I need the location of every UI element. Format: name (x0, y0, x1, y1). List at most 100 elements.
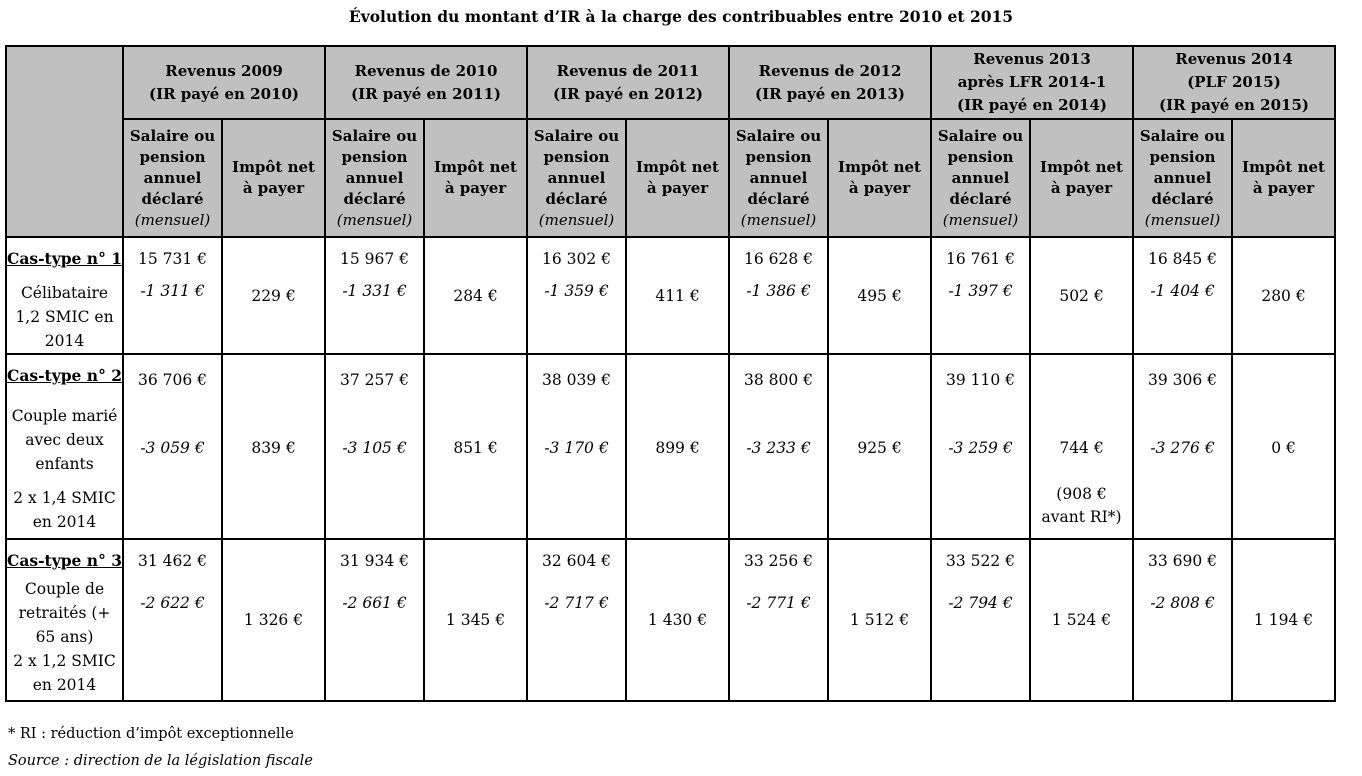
group-header-line: (IR payé en 2010) (149, 84, 300, 103)
net-tax: 502 € (1059, 286, 1104, 305)
net-tax: 1 345 € (445, 611, 506, 629)
net-tax: 1 512 € (849, 611, 910, 629)
group-header-line: (IR payé en 2012) (553, 84, 704, 103)
annual-salary: 32 604 € (542, 552, 612, 570)
salary-column-header: Salaire ou pension annuel déclaré (mensu… (728, 118, 830, 238)
salary-header-label: Salaire ou pension annuel déclaré (129, 126, 216, 208)
salary-column-header: Salaire ou pension annuel déclaré (mensu… (526, 118, 628, 238)
case3-label-cell: Cas-type n° 3 Couple de retraités (+ 65 … (4, 538, 125, 702)
net-tax: 1 524 € (1051, 611, 1112, 629)
salary-header-note: (mensuel) (1144, 210, 1221, 229)
group-header-2012: Revenus de 2012 (IR payé en 2013) (728, 45, 933, 120)
footnote-ri: * RI : réduction d’impôt exceptionnelle (8, 726, 294, 742)
annual-salary: 39 110 € (946, 371, 1016, 389)
salary-column-header: Salaire ou pension annuel déclaré (mensu… (324, 118, 426, 238)
salary-cell: 31 934 € -2 661 € (324, 538, 426, 702)
salary-cell: 36 706 € -3 059 € (122, 353, 224, 540)
net-tax-cell: 851 € (423, 353, 529, 540)
annual-salary: 33 690 € (1148, 552, 1218, 570)
case-description: Couple marié avec deux enfants (11, 407, 118, 473)
annual-salary: 31 462 € (138, 552, 208, 570)
annual-salary: 37 257 € (340, 371, 410, 389)
annual-salary: 36 706 € (138, 371, 208, 389)
group-header-line: Revenus de 2011 (556, 61, 700, 80)
salary-header-label: Salaire ou pension annuel déclaré (735, 126, 822, 208)
case-description: 2 x 1,2 SMIC en 2014 (13, 652, 116, 694)
group-header-line: Revenus de 2012 (758, 61, 902, 80)
annual-salary: 33 256 € (744, 552, 814, 570)
monthly-salary: -2 661 € (342, 594, 407, 612)
salary-cell: 15 731 € -1 311 € (122, 236, 224, 355)
salary-column-header: Salaire ou pension annuel déclaré (mensu… (122, 118, 224, 238)
subheader-row: Salaire ou pension annuel déclaré (mensu… (6, 118, 1337, 238)
salary-cell: 33 690 € -2 808 € (1132, 538, 1234, 702)
monthly-salary: -3 170 € (544, 439, 609, 457)
tax-column-header: Impôt net à payer (625, 118, 731, 238)
tax-column-header: Impôt net à payer (1231, 118, 1337, 238)
net-tax-cell: 1 524 € (1029, 538, 1135, 702)
annual-salary: 39 306 € (1148, 371, 1218, 389)
salary-cell: 15 967 € -1 331 € (324, 236, 426, 355)
salary-header-label: Salaire ou pension annuel déclaré (331, 126, 418, 208)
case-title: Cas-type n° 3 (7, 551, 123, 570)
net-tax: 851 € (453, 439, 498, 457)
annual-salary: 31 934 € (340, 552, 410, 570)
salary-header-note: (mensuel) (942, 210, 1019, 229)
salary-column-header: Salaire ou pension annuel déclaré (mensu… (930, 118, 1032, 238)
net-tax-cell: 1 194 € (1231, 538, 1337, 702)
monthly-salary: -2 771 € (746, 594, 811, 612)
monthly-salary: -1 359 € (544, 282, 609, 300)
net-tax: 839 € (251, 439, 296, 457)
net-tax-cell: 1 326 € (221, 538, 327, 702)
group-header-line: (IR payé en 2014) (957, 96, 1108, 114)
salary-cell: 16 628 € -1 386 € (728, 236, 830, 355)
case2-label-cell: Cas-type n° 2 Couple marié avec deux enf… (4, 353, 125, 540)
net-tax-cell: 744 € (908 € avant RI*) (1029, 353, 1135, 540)
monthly-salary: -3 059 € (140, 439, 205, 457)
monthly-salary: -1 404 € (1150, 282, 1215, 300)
group-header-line: (IR payé en 2011) (351, 84, 502, 103)
net-tax-cell: 411 € (625, 236, 731, 355)
annual-salary: 15 731 € (138, 250, 208, 268)
table-row-case2: Cas-type n° 2 Couple marié avec deux enf… (4, 353, 1337, 540)
monthly-salary: -1 311 € (140, 282, 205, 300)
tax-column-header: Impôt net à payer (221, 118, 327, 238)
net-tax-cell: 839 € (221, 353, 327, 540)
case-description: Couple de retraités (+ 65 ans) (18, 580, 111, 646)
annual-salary: 16 302 € (542, 250, 612, 268)
net-tax-cell: 1 430 € (625, 538, 731, 702)
monthly-salary: -1 397 € (948, 282, 1013, 300)
annual-salary: 16 845 € (1148, 250, 1218, 268)
group-header-line: Revenus 2013 (973, 50, 1091, 68)
salary-cell: 38 039 € -3 170 € (526, 353, 628, 540)
tax-column-header: Impôt net à payer (1029, 118, 1135, 238)
salary-cell: 16 302 € -1 359 € (526, 236, 628, 355)
group-header-2009: Revenus 2009 (IR payé en 2010) (122, 45, 327, 120)
net-tax-cell: 280 € (1231, 236, 1337, 355)
case-description: Célibataire 1,2 SMIC en 2014 (15, 284, 114, 350)
salary-header-label: Salaire ou pension annuel déclaré (1139, 126, 1226, 208)
net-tax: 229 € (251, 286, 296, 305)
salary-header-note: (mensuel) (134, 210, 211, 229)
salary-cell: 31 462 € -2 622 € (122, 538, 224, 702)
salary-cell: 33 256 € -2 771 € (728, 538, 830, 702)
annual-salary: 33 522 € (946, 552, 1016, 570)
monthly-salary: -1 386 € (746, 282, 811, 300)
net-tax-cell: 1 512 € (827, 538, 933, 702)
case1-label-cell: Cas-type n° 1 Célibataire 1,2 SMIC en 20… (4, 236, 125, 355)
tax-header-label: Impôt net à payer (232, 158, 315, 197)
salary-cell: 38 800 € -3 233 € (728, 353, 830, 540)
group-header-2013: Revenus 2013 après LFR 2014-1 (IR payé e… (930, 45, 1135, 120)
annual-salary: 16 761 € (946, 250, 1016, 268)
monthly-salary: -2 794 € (948, 594, 1013, 612)
case-title: Cas-type n° 1 (7, 249, 123, 268)
corner-cell (4, 45, 125, 238)
net-tax-cell: 0 € (1231, 353, 1337, 540)
group-header-line: Revenus 2009 (165, 61, 283, 80)
group-header-2011: Revenus de 2011 (IR payé en 2012) (526, 45, 731, 120)
annual-salary: 16 628 € (744, 250, 814, 268)
net-tax-note: (908 € avant RI*) (1041, 485, 1122, 526)
group-header-line: (IR payé en 2013) (755, 84, 906, 103)
net-tax: 411 € (655, 286, 700, 305)
page-title: Évolution du montant d’IR à la charge de… (348, 7, 1014, 26)
